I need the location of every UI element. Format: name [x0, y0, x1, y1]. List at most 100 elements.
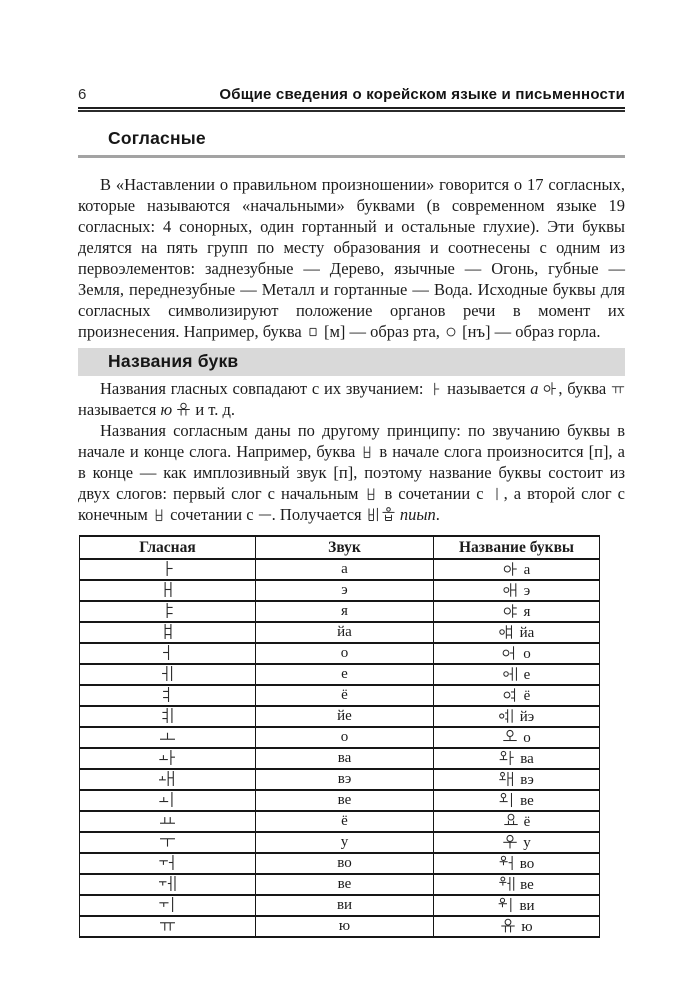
- hangul-glyph: [498, 624, 512, 639]
- sound-cell: ё: [255, 684, 434, 707]
- text-run: Названия гласных совпадают с их звучание…: [100, 379, 429, 398]
- letter-name-ru: ви: [519, 897, 535, 914]
- letter-name-cell: ве: [433, 789, 600, 812]
- hangul-glyph: [368, 488, 375, 501]
- hangul-glyph: [160, 838, 175, 847]
- vowel-table: Гласная Звук Название буквы а а э э я я йа йа о о…: [79, 535, 600, 938]
- hangul-glyph: [499, 771, 514, 786]
- text-run: [нъ] — образ горла.: [458, 322, 601, 341]
- paragraph-consonants: В «Наставлении о правильном произношении…: [78, 174, 625, 342]
- vowel-cell: [79, 684, 256, 707]
- text-run: в начале слога произносится [п], а в кон…: [78, 442, 625, 503]
- hangul-glyph: [499, 876, 515, 891]
- section-heading-letter-names: Названия букв: [78, 348, 625, 376]
- letter-name-cell: вэ: [433, 768, 600, 791]
- text-run: , а второй слог с конечным: [78, 484, 626, 524]
- text-run: , буква: [558, 379, 611, 398]
- text-run: Названия согласным даны по другому принц…: [78, 421, 625, 461]
- text-run: В «Наставлении о правильном произношении…: [78, 175, 625, 341]
- hangul-glyph: [499, 750, 514, 765]
- letter-name-cell: э: [433, 579, 600, 602]
- hangul-glyph: [258, 514, 271, 516]
- letter-name-cell: ве: [433, 873, 600, 896]
- letter-name-ru: вэ: [520, 771, 534, 788]
- hangul-glyph: [163, 645, 170, 660]
- hangul-glyph: [159, 855, 174, 870]
- hangul-glyph: [503, 687, 515, 702]
- text-run: в сочетании с: [378, 484, 490, 503]
- letter-name-cell: ва: [433, 747, 600, 770]
- letter-name-ru: э: [523, 582, 531, 599]
- letter-name-ru: у: [523, 834, 531, 851]
- vowel-table-row: йа йа: [79, 621, 600, 644]
- hangul-glyph: [164, 624, 172, 639]
- header-rule: [78, 107, 625, 112]
- vowel-table-row: ве ве: [79, 789, 600, 812]
- text-run: . Получается: [271, 505, 366, 524]
- letter-name-ru: я: [523, 603, 531, 620]
- text-run: называется: [78, 400, 161, 419]
- italic-term: ю: [160, 400, 173, 419]
- hangul-glyph: [434, 382, 440, 396]
- hangul-glyph: [503, 582, 517, 597]
- text-run: сочетании с: [165, 505, 258, 524]
- sound-cell: а: [255, 558, 434, 581]
- hangul-glyph: [155, 509, 163, 522]
- vowel-cell: [79, 873, 256, 896]
- text-run: [м] — образ рта,: [319, 322, 445, 341]
- section-heading-consonants: Согласные: [78, 128, 625, 158]
- italic-term: а: [530, 379, 539, 398]
- hangul-glyph: [503, 834, 517, 848]
- vowel-cell: [79, 579, 256, 602]
- column-header-sound: Звук: [255, 535, 434, 560]
- letter-name-cell: ю: [433, 915, 600, 938]
- letter-name-cell: во: [433, 852, 600, 875]
- vowel-table-row: ви ви: [79, 894, 600, 917]
- vowel-table-row: йе йэ: [79, 705, 600, 728]
- hangul-glyph: [162, 708, 173, 723]
- hangul-glyph: [503, 729, 517, 741]
- vowel-cell: [79, 915, 256, 938]
- vowel-cell: [79, 852, 256, 875]
- hangul-glyph: [499, 792, 513, 807]
- hangul-glyph: [611, 386, 625, 394]
- letter-name-cell: а: [433, 558, 600, 581]
- running-head: 6 Общие сведения о корейском языке и пис…: [78, 86, 625, 104]
- letter-name-ru: е: [523, 666, 531, 683]
- text-run: .: [435, 505, 440, 524]
- hangul-glyph: [159, 771, 174, 786]
- sound-cell: о: [255, 726, 434, 749]
- hangul-glyph: [160, 732, 175, 740]
- sound-cell: ё: [255, 810, 434, 833]
- sound-cell: во: [255, 852, 434, 875]
- vowel-cell: [79, 663, 256, 686]
- letter-name-cell: о: [433, 726, 600, 749]
- letter-name-cell: йэ: [433, 705, 600, 728]
- sound-cell: ва: [255, 747, 434, 770]
- vowel-cell: [79, 642, 256, 665]
- hangul-glyph: [502, 645, 515, 660]
- hangul-glyph: [368, 507, 378, 522]
- vowel-cell: [79, 789, 256, 812]
- hangul-glyph: [501, 918, 516, 932]
- sound-cell: йа: [255, 621, 434, 644]
- page-number: 6: [78, 86, 87, 103]
- letter-name-cell: у: [433, 831, 600, 854]
- column-header-vowel: Гласная: [79, 535, 256, 560]
- vowel-cell: [79, 621, 256, 644]
- letter-name-ru: а: [523, 561, 531, 578]
- hangul-glyph: [177, 402, 191, 416]
- text-run: называется: [442, 379, 531, 398]
- hangul-glyph: [160, 922, 175, 931]
- hangul-glyph: [498, 708, 513, 723]
- vowel-cell: [79, 747, 256, 770]
- hangul-glyph: [499, 855, 513, 870]
- sound-cell: ве: [255, 789, 434, 812]
